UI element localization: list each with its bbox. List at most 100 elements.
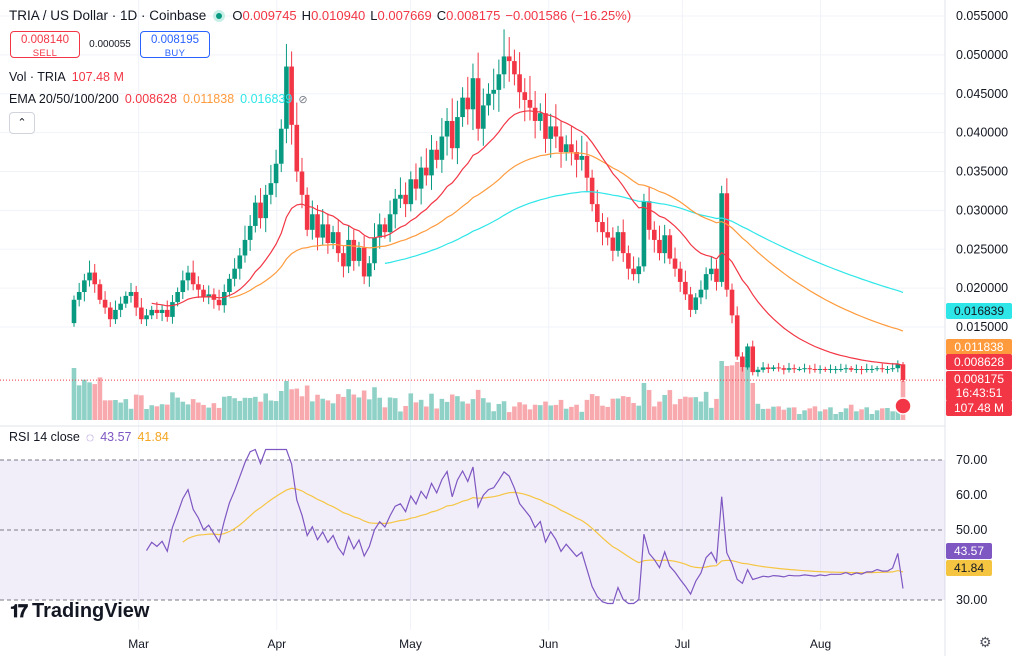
y-tick-label: 0.020000: [956, 281, 1008, 295]
candle-body: [900, 364, 906, 381]
candle-body: [216, 299, 222, 306]
candle-body: [693, 297, 699, 310]
volume-bar: [102, 400, 108, 420]
candle-body: [833, 368, 838, 370]
rsi-tick-label: 70.00: [956, 453, 987, 467]
x-tick-label: Jun: [539, 637, 558, 651]
x-tick-label: Mar: [128, 637, 149, 651]
volume-legend[interactable]: Vol · TRIA 107.48 M: [9, 70, 124, 84]
candle-body: [512, 61, 517, 75]
candle-body: [351, 239, 357, 261]
sell-button[interactable]: 0.008140 SELL: [10, 31, 80, 59]
candle-body: [164, 309, 170, 317]
ema50-value: 0.011838: [182, 92, 235, 106]
rsi-tick-label: 50.00: [956, 523, 987, 537]
price-label-bg: [946, 354, 1012, 370]
candle-body: [895, 364, 901, 369]
volume-bar: [123, 399, 129, 420]
candle-body: [646, 201, 652, 230]
volume-bar: [486, 402, 491, 420]
candle-body: [247, 225, 253, 240]
candle-body: [367, 263, 372, 277]
candle-body: [890, 368, 895, 370]
volume-bar: [740, 368, 745, 420]
volume-bar: [724, 366, 730, 420]
hide-icon[interactable]: ⊘: [298, 93, 308, 106]
collapse-legend-button[interactable]: ⌃: [9, 112, 35, 134]
volume-bar: [600, 405, 605, 420]
volume-bar: [708, 407, 714, 420]
candle-body: [144, 315, 149, 320]
candle-body: [149, 309, 155, 316]
volume-bar: [574, 404, 579, 420]
y-tick-label: 0.035000: [956, 165, 1008, 179]
candle-body: [330, 232, 336, 244]
candle-body: [268, 183, 274, 195]
candle-body: [771, 367, 776, 369]
volume-bar: [859, 409, 864, 420]
candle-body: [600, 222, 605, 233]
candle-body: [258, 202, 263, 219]
volume-bar: [242, 397, 248, 420]
candle-body: [786, 368, 792, 370]
candle-body: [869, 368, 875, 370]
candle-body: [97, 284, 103, 300]
candle-body: [807, 368, 813, 370]
volume-bar: [822, 409, 828, 420]
symbol-title[interactable]: TRIA / US Dollar · 1D · Coinbase: [9, 8, 207, 23]
candle-body: [449, 120, 455, 149]
volume-bar: [392, 398, 398, 420]
volume-bar: [776, 406, 781, 420]
candle-body: [677, 268, 683, 282]
volume-bar: [879, 408, 885, 420]
price-label-bg: [946, 385, 1012, 401]
candle-body: [361, 247, 367, 277]
candle-body: [843, 368, 849, 370]
volume-bar: [310, 401, 315, 420]
volume-bar: [118, 402, 123, 420]
volume-bar: [164, 404, 170, 420]
volume-bar: [771, 406, 776, 420]
volume-bar: [812, 406, 818, 420]
tradingview-logo[interactable]: 𝟏𝟕 TradingView: [10, 600, 149, 623]
candle-body: [71, 299, 77, 324]
volume-bar: [377, 397, 382, 420]
candle-body: [724, 193, 730, 290]
candle-body: [683, 281, 688, 295]
volume-bar: [253, 396, 258, 420]
candle-body: [278, 128, 284, 164]
candle-body: [615, 232, 621, 251]
settings-gear-icon[interactable]: ⚙: [979, 634, 992, 650]
volume-bar: [579, 411, 585, 420]
candle-body: [563, 144, 569, 153]
volume-bar: [636, 405, 642, 420]
price-label-bg: [946, 303, 1012, 319]
candle-body: [667, 235, 673, 259]
chart-header: TRIA / US Dollar · 1D · Coinbase O0.0097…: [9, 8, 631, 23]
candle-body: [221, 292, 227, 306]
volume-bar: [356, 397, 362, 420]
volume-bar: [113, 400, 118, 420]
x-tick-label: Apr: [267, 637, 286, 651]
buy-button[interactable]: 0.008195 BUY: [140, 31, 210, 59]
rsi-legend[interactable]: RSI 14 close ◌ 43.57 41.84: [9, 429, 169, 445]
candle-body: [341, 253, 346, 267]
rsi-label-text: 43.57: [954, 544, 984, 558]
candle-body: [444, 120, 450, 137]
candle-body: [294, 124, 300, 172]
ema-legend[interactable]: EMA 20/50/100/200 0.008628 0.011838 0.01…: [9, 92, 308, 106]
close-value: 0.008175: [446, 8, 501, 23]
candle-body: [304, 194, 310, 230]
price-label-text: 16:43:51: [956, 386, 1003, 400]
candle-body: [190, 272, 196, 285]
low-value: 0.007669: [377, 8, 432, 23]
volume-bar: [273, 401, 279, 420]
candle-body: [662, 235, 667, 254]
candle-body: [522, 92, 528, 100]
volume-bar: [429, 393, 434, 420]
candle-body: [496, 74, 502, 90]
price-label-text: 0.011838: [954, 340, 1003, 354]
volume-bar: [791, 407, 797, 420]
price-label-bg: [946, 371, 1012, 387]
